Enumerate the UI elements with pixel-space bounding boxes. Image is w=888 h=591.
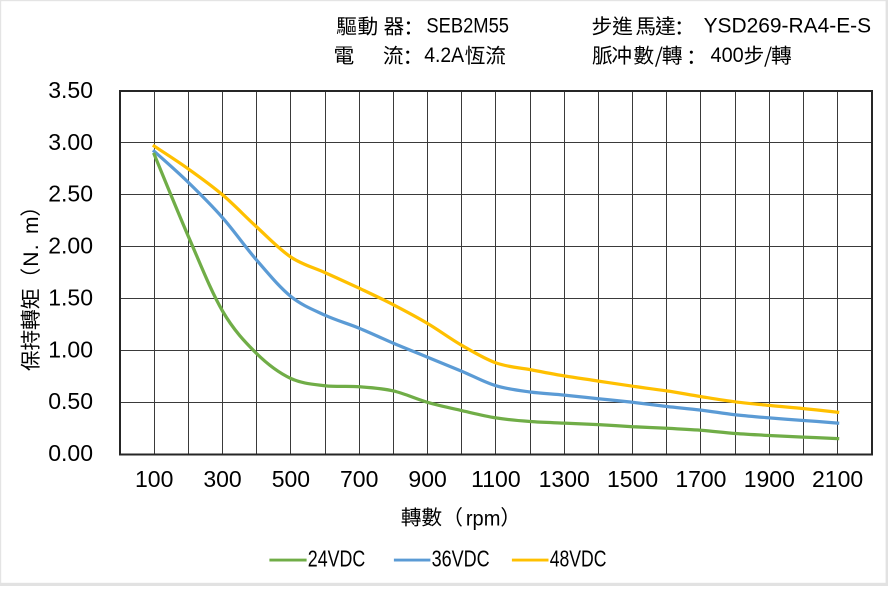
- svg-text:4.2A: 4.2A: [424, 44, 464, 67]
- svg-text:900: 900: [408, 466, 446, 492]
- svg-text:400: 400: [711, 44, 744, 67]
- svg-text:2.50: 2.50: [48, 181, 93, 207]
- svg-text:24VDC: 24VDC: [308, 546, 366, 572]
- svg-text:rpm: rpm: [466, 508, 501, 531]
- svg-text:1.00: 1.00: [48, 336, 93, 362]
- svg-text:1300: 1300: [539, 466, 590, 492]
- svg-text:0.50: 0.50: [48, 388, 93, 414]
- svg-text:.: .: [20, 244, 43, 250]
- svg-text:0.00: 0.00: [48, 440, 93, 466]
- svg-text:100: 100: [135, 466, 173, 492]
- svg-text:SEB2M55: SEB2M55: [426, 15, 509, 38]
- svg-text:1100: 1100: [471, 466, 520, 492]
- svg-text:2.00: 2.00: [48, 233, 93, 259]
- svg-text:1700: 1700: [675, 466, 726, 492]
- svg-text:YSD269-RA4-E-S: YSD269-RA4-E-S: [704, 15, 872, 38]
- svg-text:700: 700: [340, 466, 378, 492]
- svg-text:3.50: 3.50: [48, 77, 93, 103]
- svg-text:48VDC: 48VDC: [550, 546, 607, 572]
- svg-text:m: m: [20, 216, 43, 234]
- svg-text:500: 500: [272, 466, 310, 492]
- svg-text:300: 300: [203, 466, 241, 492]
- svg-text:1.50: 1.50: [48, 284, 93, 310]
- svg-text:1500: 1500: [607, 466, 658, 492]
- svg-text:36VDC: 36VDC: [432, 546, 490, 572]
- svg-text:3.00: 3.00: [48, 129, 93, 155]
- svg-text:N: N: [20, 252, 43, 267]
- svg-text:2100: 2100: [812, 466, 863, 492]
- svg-text:1900: 1900: [744, 466, 795, 492]
